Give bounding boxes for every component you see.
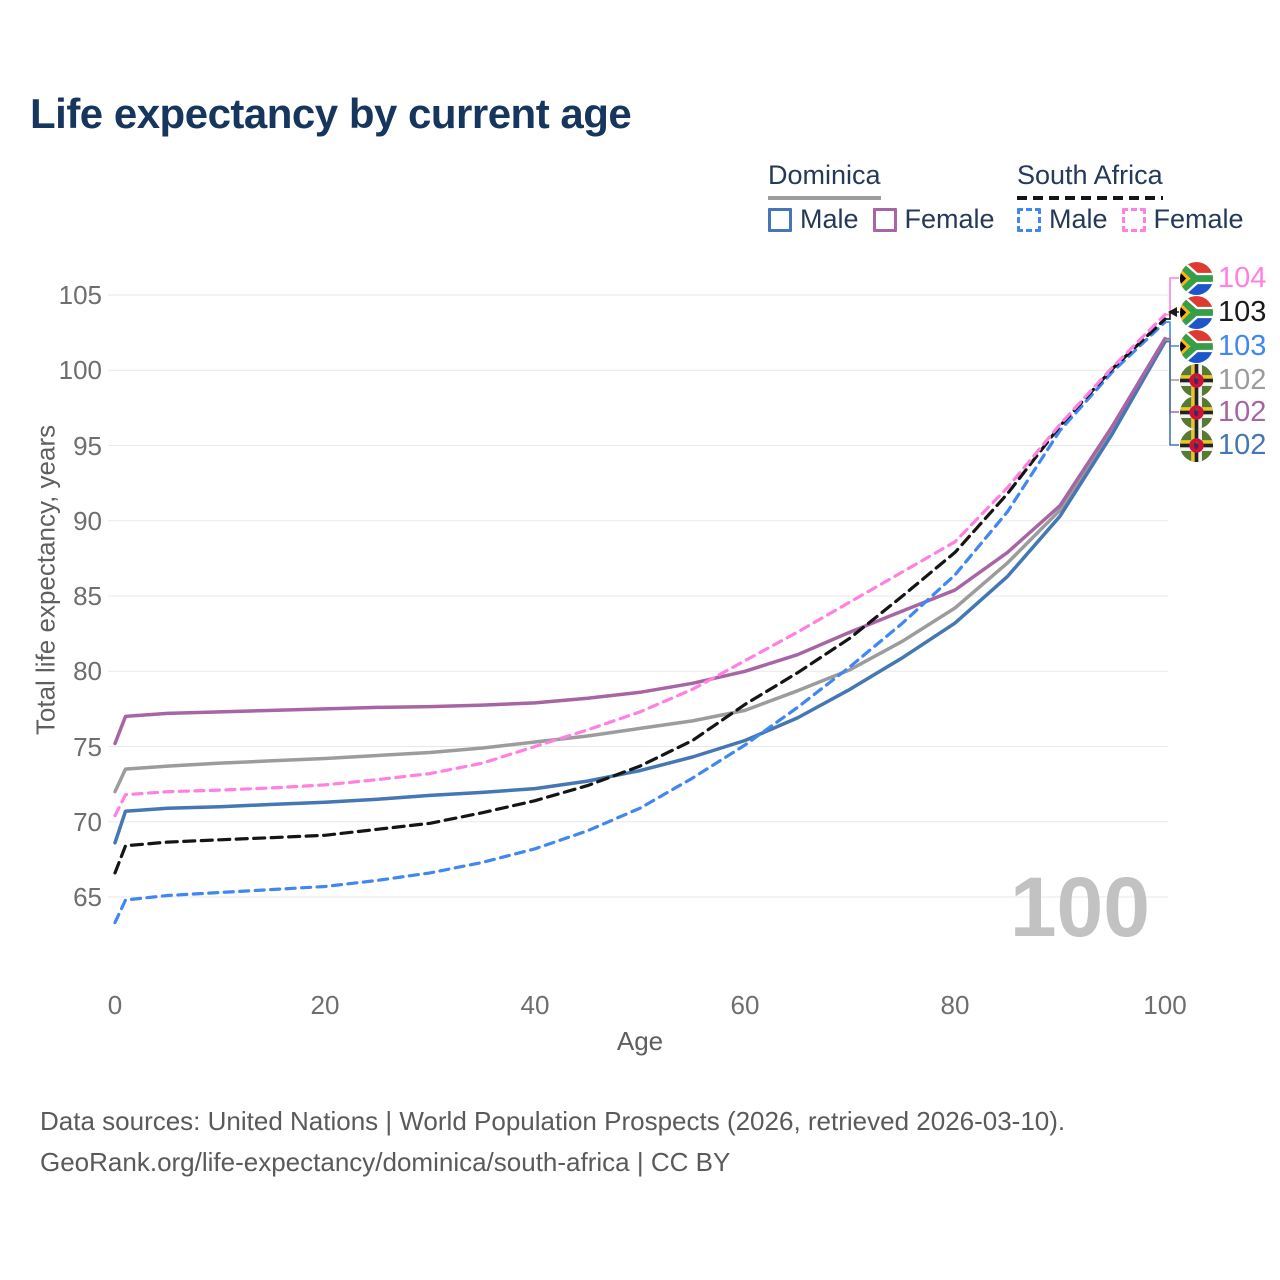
south-africa-male-swatch-icon xyxy=(1017,207,1041,232)
legend-item-label: Male xyxy=(1049,204,1108,234)
legend-items-south-africa: Male Female xyxy=(1017,204,1244,235)
footer-source-line: Data sources: United Nations | World Pop… xyxy=(40,1106,1066,1136)
y-axis-title: Total life expectancy, years xyxy=(30,424,61,736)
south-africa-female-swatch-icon xyxy=(1121,207,1146,232)
y-tick-label: 70 xyxy=(73,806,102,837)
end-label-value: 103 xyxy=(1218,296,1267,328)
series-line-za_all[interactable] xyxy=(113,317,1167,875)
end-label-za_male[interactable]: 103 xyxy=(1180,330,1266,363)
leader-line-dm_female xyxy=(1165,337,1179,413)
end-label-value: 102 xyxy=(1218,396,1267,428)
legend-group-dominica-label[interactable]: Dominica xyxy=(768,160,881,190)
end-label-za_female[interactable]: 104 xyxy=(1180,262,1266,295)
series-line-za_male[interactable] xyxy=(113,320,1167,925)
footer-url-line[interactable]: GeoRank.org/life-expectancy/dominica/sou… xyxy=(40,1147,731,1177)
legend-item-dominica-male[interactable]: Male xyxy=(768,204,859,235)
dominica-flag-icon xyxy=(1180,396,1213,429)
leader-line-dm_male xyxy=(1165,340,1179,446)
x-axis-title: Age xyxy=(616,1026,664,1056)
x-tick-label: 20 xyxy=(310,990,340,1020)
legend-items-dominica: Male Female xyxy=(768,204,995,235)
x-tick-label: 0 xyxy=(107,990,123,1020)
south-africa-flag-icon xyxy=(1180,262,1213,295)
end-label-dm_all[interactable]: 102 xyxy=(1180,364,1266,397)
y-tick-label: 75 xyxy=(73,731,102,762)
y-tick-label: 85 xyxy=(73,581,102,611)
age-counter-watermark: 100 xyxy=(1009,860,1150,954)
legend-group-south-africa-label[interactable]: South Africa xyxy=(1017,160,1163,190)
legend-group-dominica: Dominica xyxy=(768,160,881,200)
y-tick-label: 100 xyxy=(58,355,102,386)
end-label-dm_male[interactable]: 102 xyxy=(1180,429,1266,462)
y-tick-label: 80 xyxy=(73,656,102,687)
dominica-female-swatch-icon xyxy=(872,207,897,232)
series-line-dm_all[interactable] xyxy=(113,338,1167,794)
dominica-flag-icon xyxy=(1180,429,1213,462)
x-tick-label: 60 xyxy=(730,990,760,1020)
x-tick-label: 40 xyxy=(520,990,550,1020)
south-africa-flag-icon xyxy=(1180,296,1213,329)
end-label-za_all[interactable]: 103 xyxy=(1180,296,1266,329)
end-label-value: 104 xyxy=(1218,262,1267,294)
dominica-flag-icon xyxy=(1180,364,1213,397)
legend-item-label: Male xyxy=(800,204,859,234)
legend-item-label: Female xyxy=(1153,204,1244,234)
dominica-male-swatch-icon xyxy=(768,207,792,232)
y-tick-label: 90 xyxy=(73,505,102,536)
south-africa-flag-icon xyxy=(1180,330,1213,363)
y-tick-label: 95 xyxy=(73,430,102,461)
end-label-dm_female[interactable]: 102 xyxy=(1180,396,1266,429)
south-africa-line-swatch xyxy=(1017,196,1163,200)
leader-arrow-icon xyxy=(1168,307,1177,317)
legend-group-south-africa: South Africa xyxy=(1017,160,1163,200)
legend-item-dominica-female[interactable]: Female xyxy=(872,204,995,235)
y-tick-label: 105 xyxy=(58,280,102,310)
legend-item-south-africa-female[interactable]: Female xyxy=(1121,204,1244,235)
y-tick-label: 65 xyxy=(73,882,102,912)
series-line-dm_female[interactable] xyxy=(113,336,1167,746)
legend-item-label: Female xyxy=(904,204,995,234)
series-line-za_female[interactable] xyxy=(113,313,1167,818)
legend-item-south-africa-male[interactable]: Male xyxy=(1017,204,1108,235)
leader-line-za_female xyxy=(1165,277,1179,316)
x-tick-label: 100 xyxy=(1143,990,1187,1020)
leader-line-za_male xyxy=(1165,321,1179,347)
dominica-line-swatch xyxy=(768,196,881,200)
page-title: Life expectancy by current age xyxy=(30,90,632,137)
x-tick-label: 80 xyxy=(940,990,970,1020)
end-label-value: 102 xyxy=(1218,364,1267,396)
end-label-value: 103 xyxy=(1218,330,1267,362)
end-label-value: 102 xyxy=(1218,429,1267,461)
